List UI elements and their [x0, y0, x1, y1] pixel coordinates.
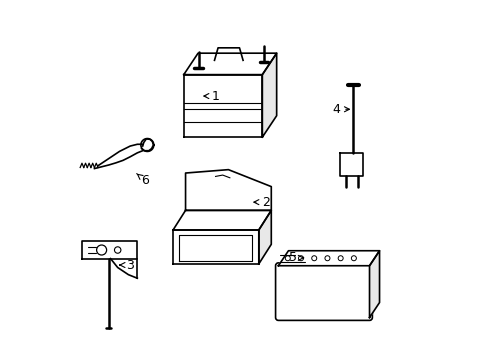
Text: 3: 3 — [120, 258, 134, 271]
Text: 1: 1 — [203, 90, 219, 103]
Polygon shape — [278, 251, 379, 266]
Polygon shape — [339, 153, 363, 176]
Polygon shape — [183, 75, 262, 137]
Polygon shape — [173, 230, 258, 264]
Polygon shape — [262, 53, 276, 137]
Text: 4: 4 — [332, 103, 349, 116]
Text: 2: 2 — [253, 195, 269, 209]
Text: 6: 6 — [136, 174, 149, 187]
Polygon shape — [183, 53, 276, 75]
Polygon shape — [82, 242, 137, 258]
Polygon shape — [185, 170, 271, 210]
Polygon shape — [258, 210, 271, 264]
Polygon shape — [369, 251, 379, 318]
Polygon shape — [173, 210, 271, 230]
FancyBboxPatch shape — [275, 263, 372, 320]
Text: 5: 5 — [289, 251, 303, 264]
